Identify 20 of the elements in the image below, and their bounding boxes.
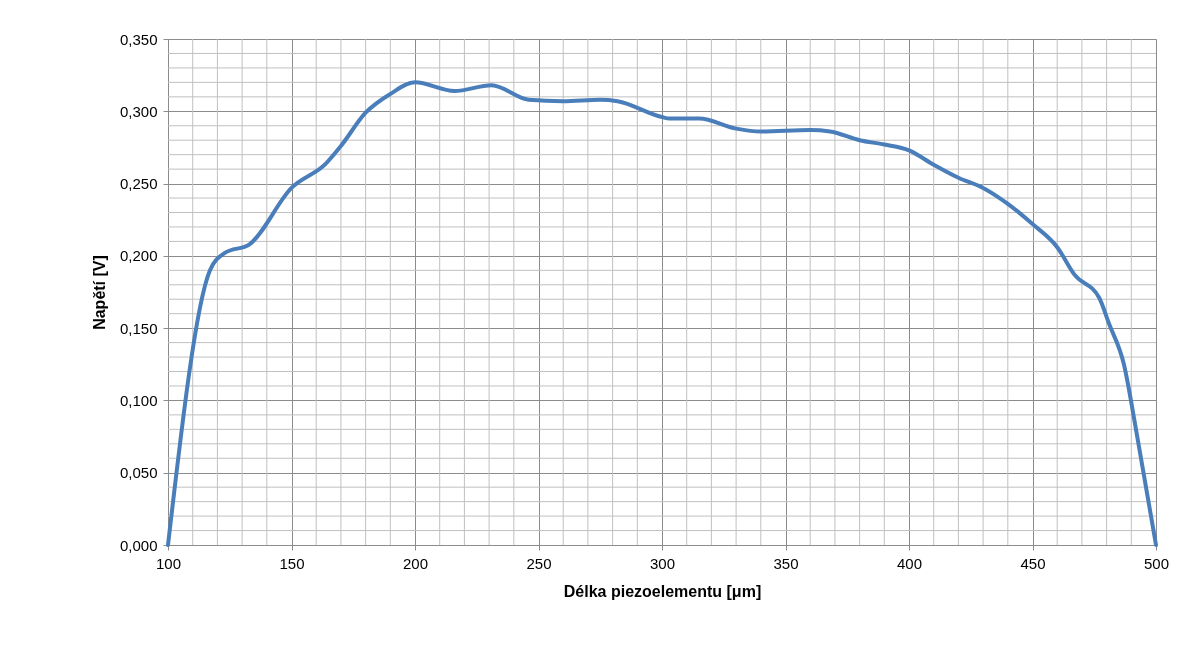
y-tick-label: 0,300 <box>119 102 158 120</box>
x-tick-label: 400 <box>896 554 923 572</box>
y-tick-label: 0,100 <box>119 391 158 409</box>
y-tick-label: 0,150 <box>119 319 158 337</box>
x-tick-label: 100 <box>155 554 182 572</box>
x-tick-label: 500 <box>1143 554 1170 572</box>
x-tick-label: 350 <box>773 554 799 572</box>
x-tick-label: 300 <box>649 554 676 572</box>
y-tick-label: 0,250 <box>119 175 158 193</box>
y-axis-title: Napětí [V] <box>90 255 108 330</box>
x-tick-label: 450 <box>1020 554 1046 572</box>
x-tick-label: 250 <box>526 554 552 572</box>
y-tick-label: 0,000 <box>119 536 158 554</box>
y-tick-label: 0,350 <box>119 30 158 48</box>
x-axis-title: Délka piezoelementu [μm] <box>563 582 762 600</box>
y-tick-label: 0,200 <box>119 247 158 265</box>
line-series <box>166 80 1158 547</box>
x-tick-label: 150 <box>279 554 305 572</box>
x-tick-label: 200 <box>402 554 429 572</box>
y-tick-label: 0,050 <box>119 464 158 482</box>
